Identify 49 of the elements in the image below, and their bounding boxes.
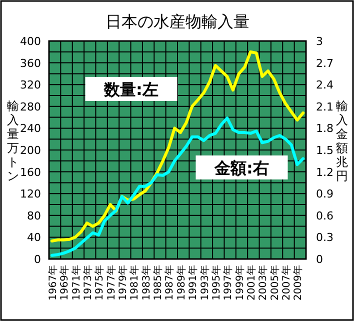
x-tick-label: 1977年 [105, 265, 118, 300]
y-tick-label: 240 [20, 122, 41, 136]
x-tick-label: 1975年 [94, 265, 106, 300]
chart-title: 日本の水産物輸入量 [106, 12, 250, 31]
y-tick-label: 80 [27, 209, 41, 222]
x-tick-label: 2003年 [257, 265, 270, 300]
x-tick-label: 1969年 [58, 265, 71, 300]
y-tick-label: 320 [20, 78, 41, 92]
y-tick-label: 360 [20, 56, 41, 70]
y2-tick-label: 0 [316, 253, 323, 266]
x-tick-label: 1985年 [152, 265, 164, 300]
x-tick-label: 1971年 [70, 265, 82, 300]
y2-tick-label: 1.2 [316, 166, 334, 179]
series-label: 金額:右 [214, 158, 269, 178]
x-tick-label: 2009年 [292, 265, 304, 300]
y2-tick-label: 0.9 [316, 188, 334, 201]
x-tick-label: 1991年 [187, 265, 200, 300]
y-tick-label: 40 [27, 231, 41, 244]
x-tick-label: 2005年 [268, 265, 281, 300]
x-tick-label: 1983年 [140, 265, 152, 300]
x-tick-label: 2007年 [280, 265, 293, 300]
y-tick-label: 280 [20, 100, 41, 114]
y2-axis-title: 輸入金額兆円 [336, 99, 348, 183]
y-tick-label: 200 [20, 144, 41, 157]
x-tick-label: 1987年 [164, 265, 176, 300]
x-tick-label: 1999年 [234, 265, 246, 300]
x-tick-label: 1993年 [198, 265, 211, 300]
y2-tick-label: 1.8 [316, 122, 334, 136]
x-tick-label: 1997年 [222, 265, 234, 300]
x-tick-label: 1981年 [128, 265, 141, 300]
y-tick-label: 120 [20, 188, 41, 201]
x-tick-label: 1995年 [210, 265, 222, 300]
y2-tick-label: 2.4 [316, 78, 334, 92]
y2-tick-label: 0.6 [316, 209, 334, 222]
y2-tick-label: 1.5 [316, 144, 334, 157]
y-tick-label: 400 [20, 35, 41, 48]
y2-tick-label: 3 [316, 35, 323, 48]
y-tick-label: 0 [34, 253, 41, 266]
text: 数量:左 [103, 80, 158, 99]
x-tick-label: 1973年 [82, 265, 94, 300]
y-axis-title: 輸入量万トン [7, 99, 19, 183]
x-tick-label: 1967年 [46, 265, 59, 300]
y2-tick-label: 2.7 [316, 56, 334, 70]
y-tick-label: 160 [20, 166, 41, 179]
x-tick-label: 1979年 [117, 265, 130, 300]
x-tick-label: 2001年 [246, 265, 258, 300]
x-tick-label: 1989年 [175, 265, 188, 300]
y2-tick-label: 2.1 [316, 100, 334, 114]
y2-tick-label: 0.3 [316, 231, 334, 244]
